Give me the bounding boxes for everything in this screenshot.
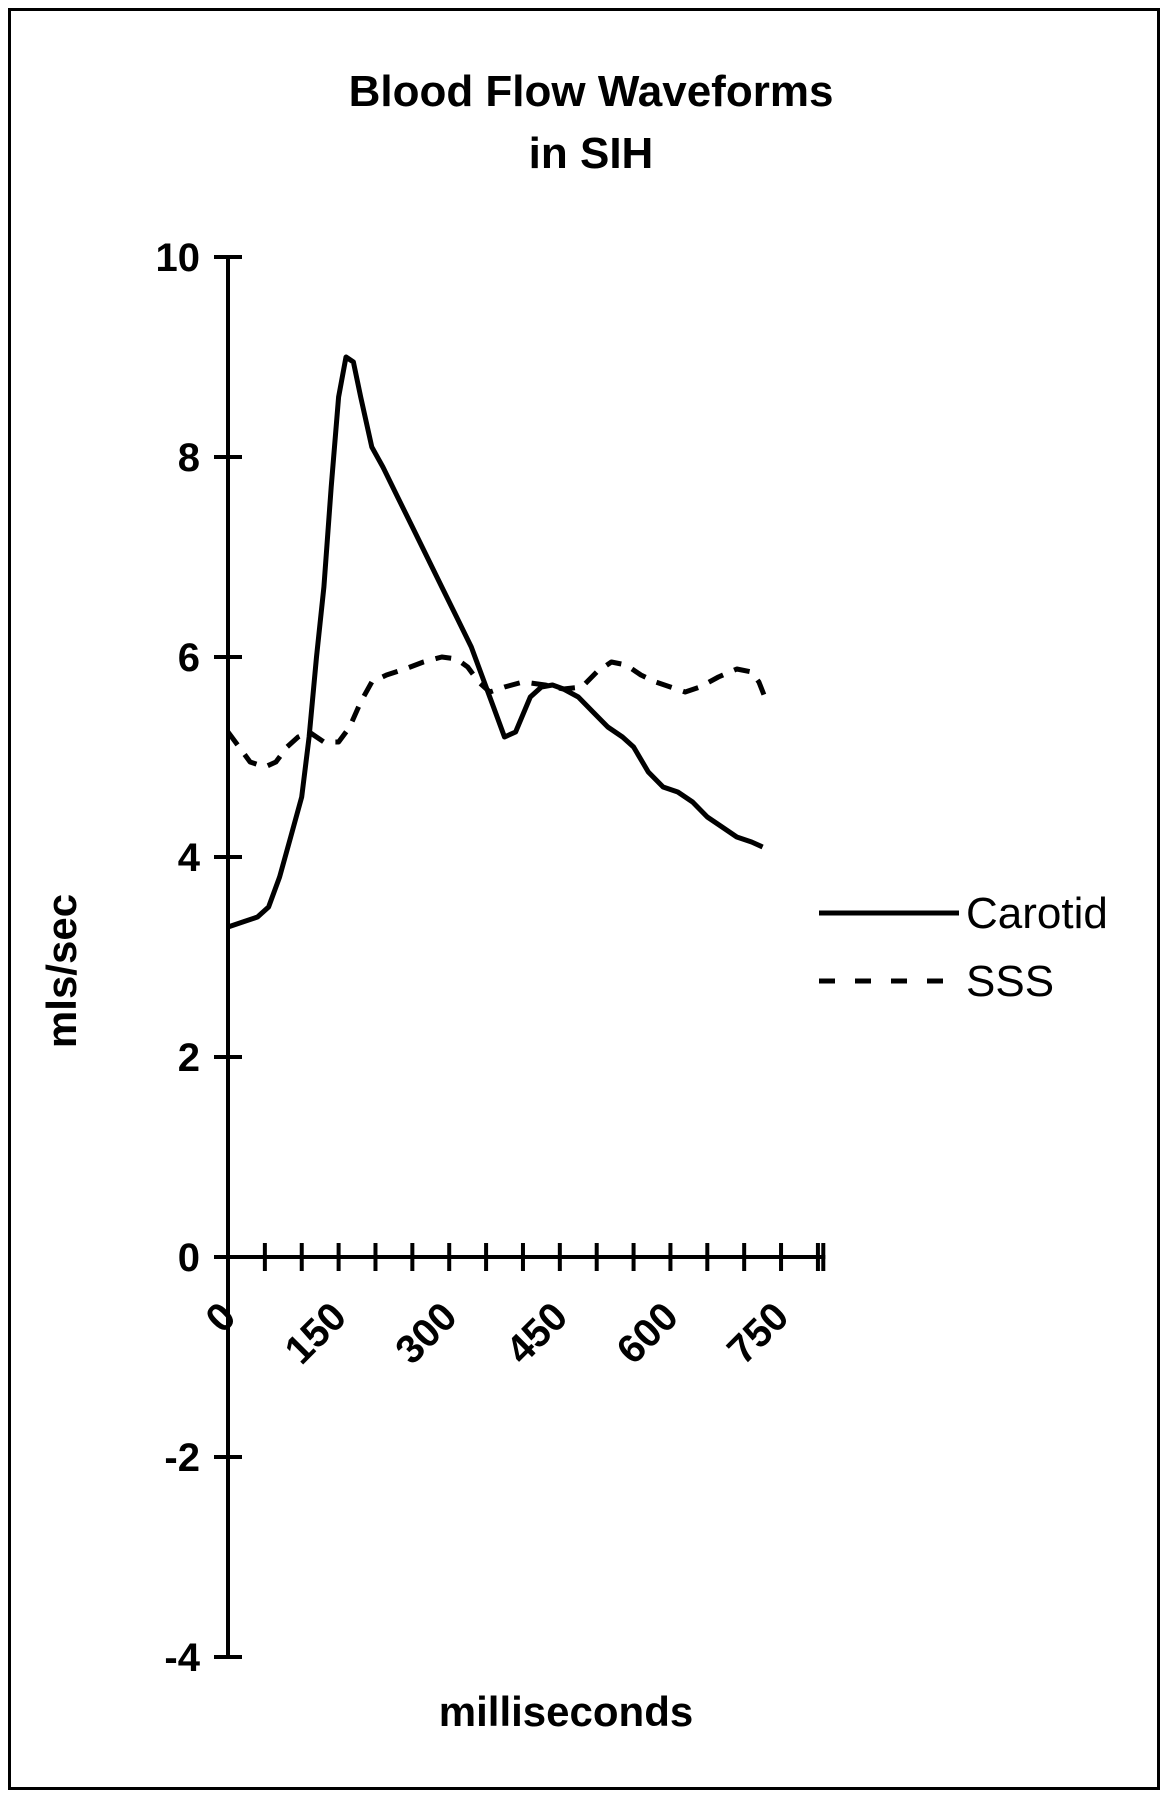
x-axis-label: milliseconds — [439, 1688, 693, 1735]
y-tick-label: 0 — [178, 1236, 200, 1280]
series-lines — [225, 354, 768, 930]
legend: Carotid SSS — [819, 889, 1108, 1006]
y-tick-label: 10 — [156, 236, 201, 280]
chart-frame: Blood Flow Waveforms in SIH 10 8 6 4 2 0 -2 -4 0 1… — [8, 8, 1160, 1790]
x-tick-label: 300 — [387, 1294, 465, 1372]
x-tick-label: 150 — [277, 1294, 355, 1372]
x-tick-label: 750 — [719, 1294, 797, 1372]
y-tick-label: 2 — [178, 1036, 200, 1080]
y-tick-label: 8 — [178, 436, 200, 480]
legend-label-sss: SSS — [966, 957, 1054, 1006]
legend-label-carotid: Carotid — [966, 889, 1108, 938]
series-line-carotid — [227, 354, 764, 930]
y-axis-label: mls/sec — [38, 894, 85, 1048]
axes: 10 8 6 4 2 0 -2 -4 0 150 300 450 600 750 — [156, 236, 826, 1680]
x-tick-label: 0 — [198, 1294, 245, 1341]
chart-title-line: Blood Flow Waveforms — [349, 67, 834, 116]
y-tick-label: -2 — [164, 1436, 200, 1480]
chart-title: Blood Flow Waveforms in SIH — [349, 67, 834, 178]
x-tick-label: 450 — [498, 1294, 576, 1372]
y-tick-label: 4 — [178, 836, 201, 880]
chart-title-line: in SIH — [529, 129, 654, 178]
y-tick-label: -4 — [164, 1636, 200, 1680]
x-tick-label: 600 — [608, 1294, 686, 1372]
y-tick-label: 6 — [178, 636, 200, 680]
